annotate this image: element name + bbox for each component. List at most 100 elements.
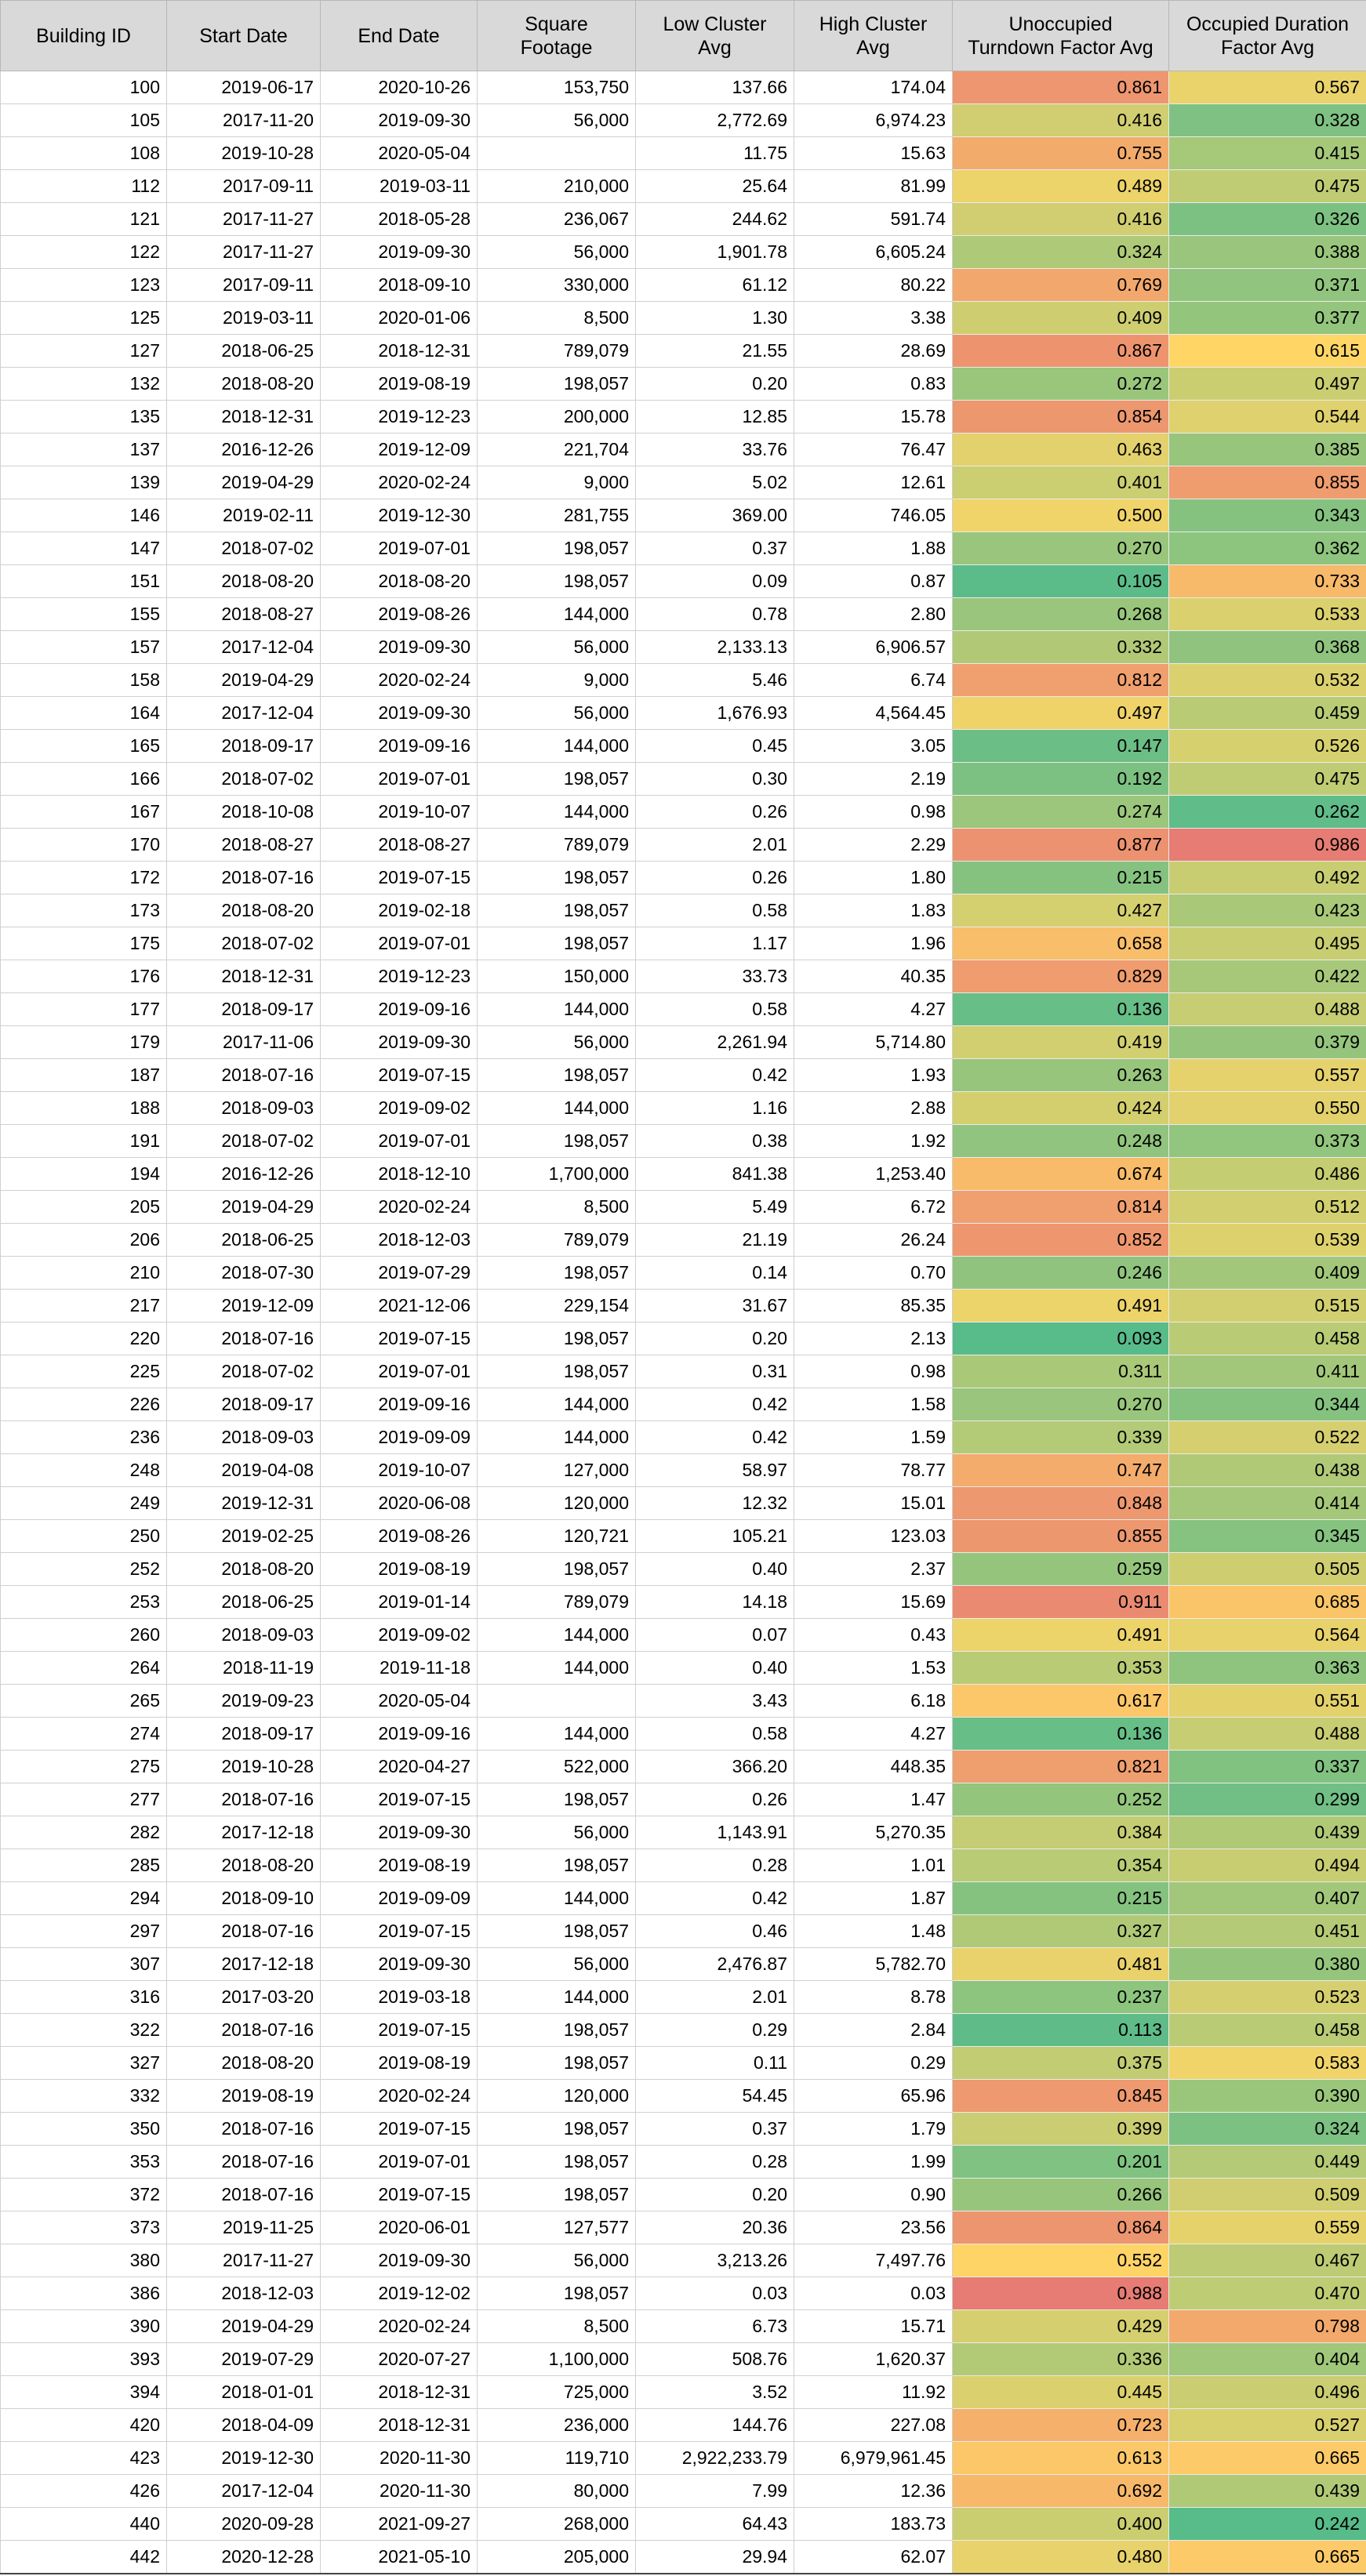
occupied-duration-cell[interactable]: 0.496 — [1168, 2375, 1366, 2409]
square-footage-cell[interactable]: 144,000 — [477, 992, 636, 1026]
unoccupied-turndown-cell[interactable]: 0.215 — [952, 861, 1169, 894]
unoccupied-turndown-cell[interactable]: 0.274 — [952, 795, 1169, 829]
start-date-cell[interactable]: 2019-09-23 — [166, 1684, 321, 1718]
building-id-cell[interactable]: 260 — [0, 1618, 167, 1652]
start-date-cell[interactable]: 2018-07-16 — [166, 2178, 321, 2211]
end-date-cell[interactable]: 2019-02-18 — [320, 894, 478, 927]
building-id-cell[interactable]: 316 — [0, 1980, 167, 2014]
square-footage-cell[interactable]: 144,000 — [477, 795, 636, 829]
unoccupied-turndown-cell[interactable]: 0.311 — [952, 1355, 1169, 1388]
square-footage-cell[interactable]: 198,057 — [477, 1783, 636, 1816]
square-footage-cell[interactable]: 56,000 — [477, 235, 636, 269]
building-id-cell[interactable]: 165 — [0, 729, 167, 763]
end-date-cell[interactable]: 2020-07-27 — [320, 2342, 478, 2376]
low-cluster-avg-cell[interactable]: 0.30 — [635, 762, 794, 796]
end-date-cell[interactable]: 2019-07-01 — [320, 927, 478, 960]
end-date-cell[interactable]: 2020-11-30 — [320, 2441, 478, 2475]
end-date-cell[interactable]: 2019-09-16 — [320, 729, 478, 763]
square-footage-cell[interactable]: 198,057 — [477, 1914, 636, 1948]
building-id-cell[interactable]: 249 — [0, 1486, 167, 1520]
square-footage-cell[interactable]: 198,057 — [477, 2013, 636, 2047]
building-id-cell[interactable]: 210 — [0, 1256, 167, 1290]
low-cluster-avg-cell[interactable]: 0.78 — [635, 597, 794, 631]
high-cluster-avg-cell[interactable]: 2.84 — [794, 2013, 953, 2047]
end-date-cell[interactable]: 2020-02-24 — [320, 466, 478, 499]
square-footage-cell[interactable]: 198,057 — [477, 762, 636, 796]
unoccupied-turndown-cell[interactable]: 0.375 — [952, 2046, 1169, 2080]
occupied-duration-cell[interactable]: 0.344 — [1168, 1388, 1366, 1421]
unoccupied-turndown-cell[interactable]: 0.692 — [952, 2474, 1169, 2508]
low-cluster-avg-cell[interactable]: 0.28 — [635, 1849, 794, 1882]
square-footage-cell[interactable]: 221,704 — [477, 433, 636, 466]
building-id-cell[interactable]: 112 — [0, 169, 167, 203]
building-id-cell[interactable]: 205 — [0, 1190, 167, 1224]
start-date-cell[interactable]: 2018-08-27 — [166, 828, 321, 862]
unoccupied-turndown-cell[interactable]: 0.384 — [952, 1816, 1169, 1849]
end-date-cell[interactable]: 2019-07-15 — [320, 1322, 478, 1355]
unoccupied-turndown-cell[interactable]: 0.409 — [952, 301, 1169, 335]
square-footage-cell[interactable]: 198,057 — [477, 1322, 636, 1355]
high-cluster-avg-cell[interactable]: 6.72 — [794, 1190, 953, 1224]
end-date-cell[interactable]: 2019-09-16 — [320, 992, 478, 1026]
end-date-cell[interactable]: 2018-12-03 — [320, 1223, 478, 1257]
building-id-cell[interactable]: 173 — [0, 894, 167, 927]
occupied-duration-cell[interactable]: 0.733 — [1168, 564, 1366, 598]
high-cluster-avg-cell[interactable]: 6,974.23 — [794, 103, 953, 137]
low-cluster-avg-cell[interactable]: 5.49 — [635, 1190, 794, 1224]
low-cluster-avg-cell[interactable]: 137.66 — [635, 71, 794, 104]
end-date-cell[interactable]: 2020-04-27 — [320, 1750, 478, 1783]
square-footage-cell[interactable]: 1,700,000 — [477, 1157, 636, 1191]
end-date-cell[interactable]: 2019-12-02 — [320, 2277, 478, 2310]
high-cluster-avg-cell[interactable]: 2.80 — [794, 597, 953, 631]
end-date-cell[interactable]: 2019-03-18 — [320, 1980, 478, 2014]
low-cluster-avg-cell[interactable]: 21.19 — [635, 1223, 794, 1257]
unoccupied-turndown-cell[interactable]: 0.480 — [952, 2540, 1169, 2574]
high-cluster-avg-cell[interactable]: 40.35 — [794, 960, 953, 993]
low-cluster-avg-cell[interactable]: 0.28 — [635, 2145, 794, 2179]
high-cluster-avg-cell[interactable]: 85.35 — [794, 1289, 953, 1322]
occupied-duration-cell[interactable]: 0.242 — [1168, 2507, 1366, 2541]
low-cluster-avg-cell[interactable]: 29.94 — [635, 2540, 794, 2574]
low-cluster-avg-cell[interactable]: 21.55 — [635, 334, 794, 368]
occupied-duration-cell[interactable]: 0.404 — [1168, 2342, 1366, 2376]
square-footage-cell[interactable]: 127,577 — [477, 2211, 636, 2244]
low-cluster-avg-cell[interactable]: 0.03 — [635, 2277, 794, 2310]
low-cluster-avg-cell[interactable]: 0.42 — [635, 1388, 794, 1421]
start-date-cell[interactable]: 2018-12-03 — [166, 2277, 321, 2310]
high-cluster-avg-cell[interactable]: 1.53 — [794, 1651, 953, 1685]
low-cluster-avg-cell[interactable]: 366.20 — [635, 1750, 794, 1783]
building-id-cell[interactable]: 264 — [0, 1651, 167, 1685]
building-id-cell[interactable]: 206 — [0, 1223, 167, 1257]
occupied-duration-cell[interactable]: 0.522 — [1168, 1420, 1366, 1454]
square-footage-cell[interactable]: 198,057 — [477, 1355, 636, 1388]
end-date-cell[interactable]: 2020-11-30 — [320, 2474, 478, 2508]
end-date-cell[interactable]: 2018-08-20 — [320, 564, 478, 598]
occupied-duration-cell[interactable]: 0.539 — [1168, 1223, 1366, 1257]
unoccupied-turndown-cell[interactable]: 0.864 — [952, 2211, 1169, 2244]
occupied-duration-cell[interactable]: 0.505 — [1168, 1552, 1366, 1586]
low-cluster-avg-cell[interactable]: 0.42 — [635, 1420, 794, 1454]
start-date-cell[interactable]: 2018-06-25 — [166, 334, 321, 368]
high-cluster-avg-cell[interactable]: 746.05 — [794, 499, 953, 532]
building-id-cell[interactable]: 248 — [0, 1453, 167, 1487]
end-date-cell[interactable]: 2019-09-16 — [320, 1717, 478, 1751]
low-cluster-avg-cell[interactable]: 0.37 — [635, 2112, 794, 2146]
occupied-duration-cell[interactable]: 0.544 — [1168, 400, 1366, 434]
low-cluster-avg-cell[interactable]: 6.73 — [635, 2309, 794, 2343]
high-cluster-avg-cell[interactable]: 0.98 — [794, 795, 953, 829]
building-id-cell[interactable]: 158 — [0, 663, 167, 697]
end-date-cell[interactable]: 2018-12-10 — [320, 1157, 478, 1191]
start-date-cell[interactable]: 2017-12-18 — [166, 1816, 321, 1849]
low-cluster-avg-cell[interactable]: 2,772.69 — [635, 103, 794, 137]
square-footage-cell[interactable]: 120,721 — [477, 1519, 636, 1553]
unoccupied-turndown-cell[interactable]: 0.867 — [952, 334, 1169, 368]
start-date-cell[interactable]: 2019-04-08 — [166, 1453, 321, 1487]
building-id-cell[interactable]: 350 — [0, 2112, 167, 2146]
unoccupied-turndown-cell[interactable]: 0.491 — [952, 1618, 1169, 1652]
start-date-cell[interactable]: 2018-06-25 — [166, 1585, 321, 1619]
building-id-cell[interactable]: 170 — [0, 828, 167, 862]
end-date-cell[interactable]: 2018-12-31 — [320, 334, 478, 368]
square-footage-cell[interactable]: 144,000 — [477, 1091, 636, 1125]
unoccupied-turndown-cell[interactable]: 0.324 — [952, 235, 1169, 269]
low-cluster-avg-cell[interactable]: 2,133.13 — [635, 630, 794, 664]
